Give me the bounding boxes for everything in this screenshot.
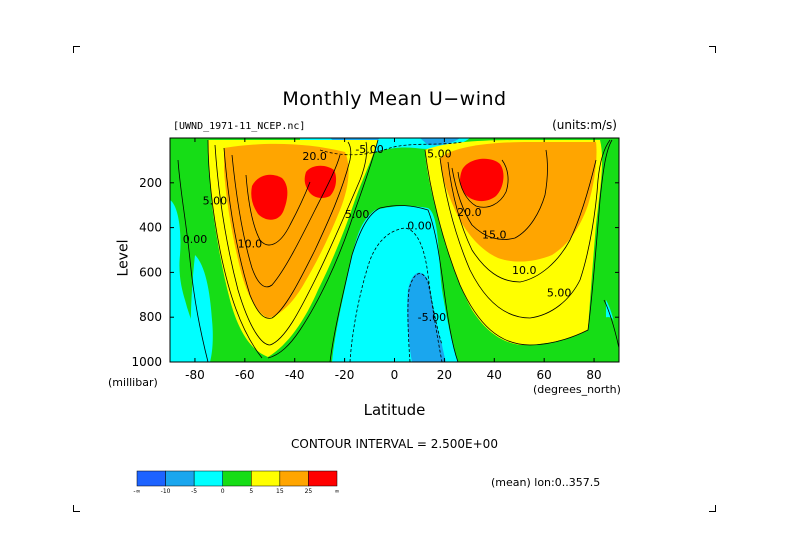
contour-label: -5.00 xyxy=(355,143,383,156)
y-tick-label: 800 xyxy=(139,310,162,324)
contour-zero-east xyxy=(329,205,459,362)
y-tick-label: 1000 xyxy=(131,355,162,369)
contour-label: 20.0 xyxy=(457,206,482,219)
contour-label: -5.00 xyxy=(418,311,446,324)
colorbar-swatch xyxy=(222,470,252,487)
x-tick-label: 80 xyxy=(586,368,601,382)
x-tick-label: 40 xyxy=(487,368,502,382)
contour-south-20 xyxy=(231,154,341,288)
contour-neg5-east xyxy=(349,227,443,362)
y-axis-label: Level xyxy=(115,239,132,277)
contour-south-10 xyxy=(214,141,368,346)
colorbar: -∞ -10 -5 0 5 15 25 ∞ xyxy=(133,470,340,495)
colorbar-label: 0 xyxy=(221,488,225,495)
contour-north-25 xyxy=(457,159,509,208)
svg-text:5.00: 5.00 xyxy=(547,287,572,300)
x-tick-label: -60 xyxy=(235,368,255,382)
fill-green-north-low xyxy=(580,317,619,362)
svg-text:20.0: 20.0 xyxy=(302,150,327,163)
fill-neg-south-pole xyxy=(170,200,205,362)
contour-label: 20.0 xyxy=(302,150,327,163)
y-axis-units: (millibar) xyxy=(108,376,158,389)
fill-neg10-tropics xyxy=(407,272,446,362)
contour-label: 5.00 xyxy=(345,208,370,221)
fill-red-north xyxy=(460,158,504,202)
x-tick-label: -40 xyxy=(285,368,305,382)
x-tick-label: 60 xyxy=(537,368,552,382)
colorbar-swatch xyxy=(279,470,309,487)
svg-text:5.00: 5.00 xyxy=(203,195,228,208)
x-tick-label: -80 xyxy=(185,368,205,382)
contour-label: 0.00 xyxy=(183,233,208,246)
units-label: (units:m/s) xyxy=(552,118,617,132)
colorbar-swatch xyxy=(136,470,166,487)
fill-neg10-top-2 xyxy=(420,138,460,146)
colorbar-swatch xyxy=(165,470,195,487)
colorbar-label: -10 xyxy=(161,488,171,495)
colorbar-swatch xyxy=(193,470,223,487)
x-axis-units: (degrees_north) xyxy=(533,383,621,396)
fill-red-south-2 xyxy=(304,165,337,198)
contour-north-15 xyxy=(447,159,597,283)
svg-text:10.0: 10.0 xyxy=(238,237,262,250)
contour-north-10 xyxy=(439,139,611,319)
contour-top-neg xyxy=(319,141,463,156)
svg-text:0.00: 0.00 xyxy=(183,233,208,246)
svg-text:20.0: 20.0 xyxy=(457,206,482,219)
svg-text:15.0: 15.0 xyxy=(482,228,507,241)
contour-label: 0.00 xyxy=(407,219,432,232)
crop-mark-top-left xyxy=(73,46,80,53)
colorbar-swatch xyxy=(251,470,281,487)
svg-text:-5.00: -5.00 xyxy=(418,311,446,324)
contour-north-20 xyxy=(451,149,548,240)
colorbar-label: ∞ xyxy=(335,488,340,495)
contour-south-5 xyxy=(207,139,263,359)
contour-south-25 xyxy=(245,174,311,246)
mean-label: (mean) lon:0..357.5 xyxy=(491,476,601,489)
x-axis-label: Latitude xyxy=(363,401,426,419)
contour-interval-label: CONTOUR INTERVAL = 2.500E+00 xyxy=(291,437,498,451)
contour-neg10 xyxy=(407,273,443,362)
contour-label: 5.00 xyxy=(427,148,452,161)
fill-red-south-1 xyxy=(251,174,288,220)
x-tick-label: 20 xyxy=(437,368,452,382)
chart-title: Monthly Mean U−wind xyxy=(282,88,507,110)
x-tick-label: -20 xyxy=(335,368,355,382)
svg-text:5.00: 5.00 xyxy=(345,208,370,221)
svg-text:0.00: 0.00 xyxy=(407,219,432,232)
y-tick-label: 400 xyxy=(139,221,162,235)
contour-label: 10.0 xyxy=(238,237,262,250)
svg-text:-5.00: -5.00 xyxy=(355,143,383,156)
y-tick-label: 600 xyxy=(139,265,162,279)
contour-np-zero xyxy=(603,299,619,349)
y-tick-label: 200 xyxy=(139,176,162,190)
contour-label: 5.00 xyxy=(547,287,572,300)
dataset-label: [UWND_1971-11_NCEP.nc] xyxy=(173,121,306,132)
colorbar-label: 15 xyxy=(276,488,284,495)
contour-south-5b xyxy=(267,139,379,359)
contour-label: 15.0 xyxy=(482,228,507,241)
colorbar-label: 25 xyxy=(305,488,313,495)
contour-zero-west xyxy=(177,159,209,362)
colorbar-swatch xyxy=(308,470,338,487)
fill-neg-south-pole-2 xyxy=(190,255,213,362)
contour-label: 5.00 xyxy=(203,195,228,208)
svg-text:5.00: 5.00 xyxy=(427,148,452,161)
contour-south-15 xyxy=(223,141,352,319)
crop-mark-bottom-right xyxy=(709,505,716,512)
crop-mark-bottom-left xyxy=(73,505,80,512)
x-tick-label: 0 xyxy=(391,368,399,382)
contour-label: 10.0 xyxy=(512,264,537,277)
svg-text:10.0: 10.0 xyxy=(512,264,537,277)
colorbar-label: -∞ xyxy=(133,488,140,495)
crop-mark-top-right xyxy=(709,46,716,53)
contour-north-5 xyxy=(424,139,613,346)
colorbar-label: -5 xyxy=(191,488,197,495)
colorbar-label: 5 xyxy=(249,488,253,495)
